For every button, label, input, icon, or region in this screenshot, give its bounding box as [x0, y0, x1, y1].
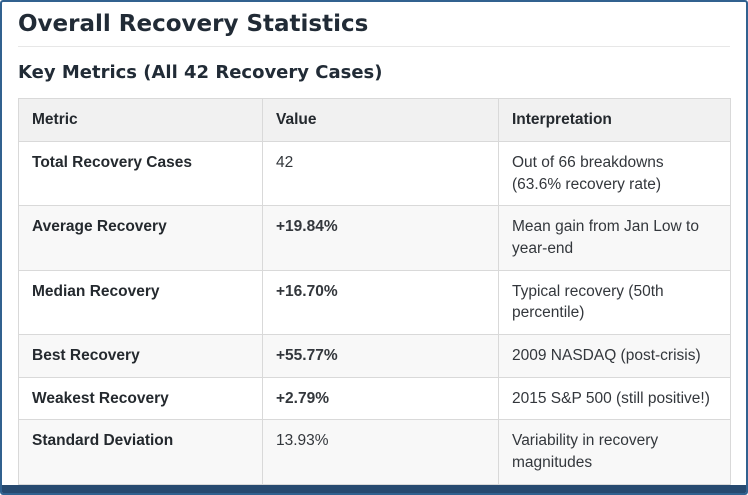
interpretation-cell: 2009 NASDAQ (post-crisis) — [498, 334, 731, 378]
value-cell: +2.79% — [262, 376, 499, 421]
value-cell: +19.84% — [262, 205, 499, 271]
interpretation-cell: Mean gain from Jan Low to year-end — [498, 205, 731, 271]
value-cell: 13.93% — [262, 419, 499, 485]
table-row: Median Recovery +16.70% Typical recovery (… — [18, 269, 731, 336]
header-row: Metric Value Interpretation — [18, 98, 731, 142]
table-row: Total Recovery Cases 42 Out of 66 breakdow… — [18, 140, 731, 207]
report-content: Overall Recovery Statistics Key Metrics … — [2, 2, 746, 485]
column-header-metric: Metric — [18, 98, 263, 142]
metric-cell: Best Recovery — [18, 334, 263, 378]
value-cell: +16.70% — [262, 269, 499, 336]
interpretation-cell: Out of 66 breakdowns (63.6% recovery rat… — [498, 140, 731, 207]
table-row: Standard Deviation 13.93% Variability in r… — [18, 419, 731, 485]
table-body: Total Recovery Cases 42 Out of 66 breakdow… — [18, 140, 731, 485]
metrics-table: Metric Value Interpretation Total Recovery… — [18, 98, 731, 485]
table-row: Weakest Recovery +2.79% 2015 S&P 500 (stil… — [18, 376, 731, 421]
metric-cell: Median Recovery — [18, 269, 263, 336]
interpretation-cell: Typical recovery (50th percentile) — [498, 269, 731, 336]
next-section-edge-bar — [2, 485, 746, 493]
metric-cell: Total Recovery Cases — [18, 140, 263, 207]
metric-cell: Weakest Recovery — [18, 376, 263, 421]
value-cell: 42 — [262, 140, 499, 207]
table-header: Metric Value Interpretation — [18, 98, 731, 142]
table-row: Best Recovery +55.77% 2009 NASDAQ (post-cr… — [18, 334, 731, 378]
table-row: Average Recovery +19.84% Mean gain from Ja… — [18, 205, 731, 271]
interpretation-cell: Variability in recovery magnitudes — [498, 419, 731, 485]
column-header-value: Value — [262, 98, 499, 142]
interpretation-cell: 2015 S&P 500 (still positive!) — [498, 376, 731, 421]
metric-cell: Average Recovery — [18, 205, 263, 271]
section-heading: Key Metrics (All 42 Recovery Cases) — [18, 61, 383, 83]
value-cell: +55.77% — [262, 334, 499, 378]
metric-cell: Standard Deviation — [18, 419, 263, 485]
page-title: Overall Recovery Statistics — [18, 10, 730, 47]
column-header-interpretation: Interpretation — [498, 98, 731, 142]
